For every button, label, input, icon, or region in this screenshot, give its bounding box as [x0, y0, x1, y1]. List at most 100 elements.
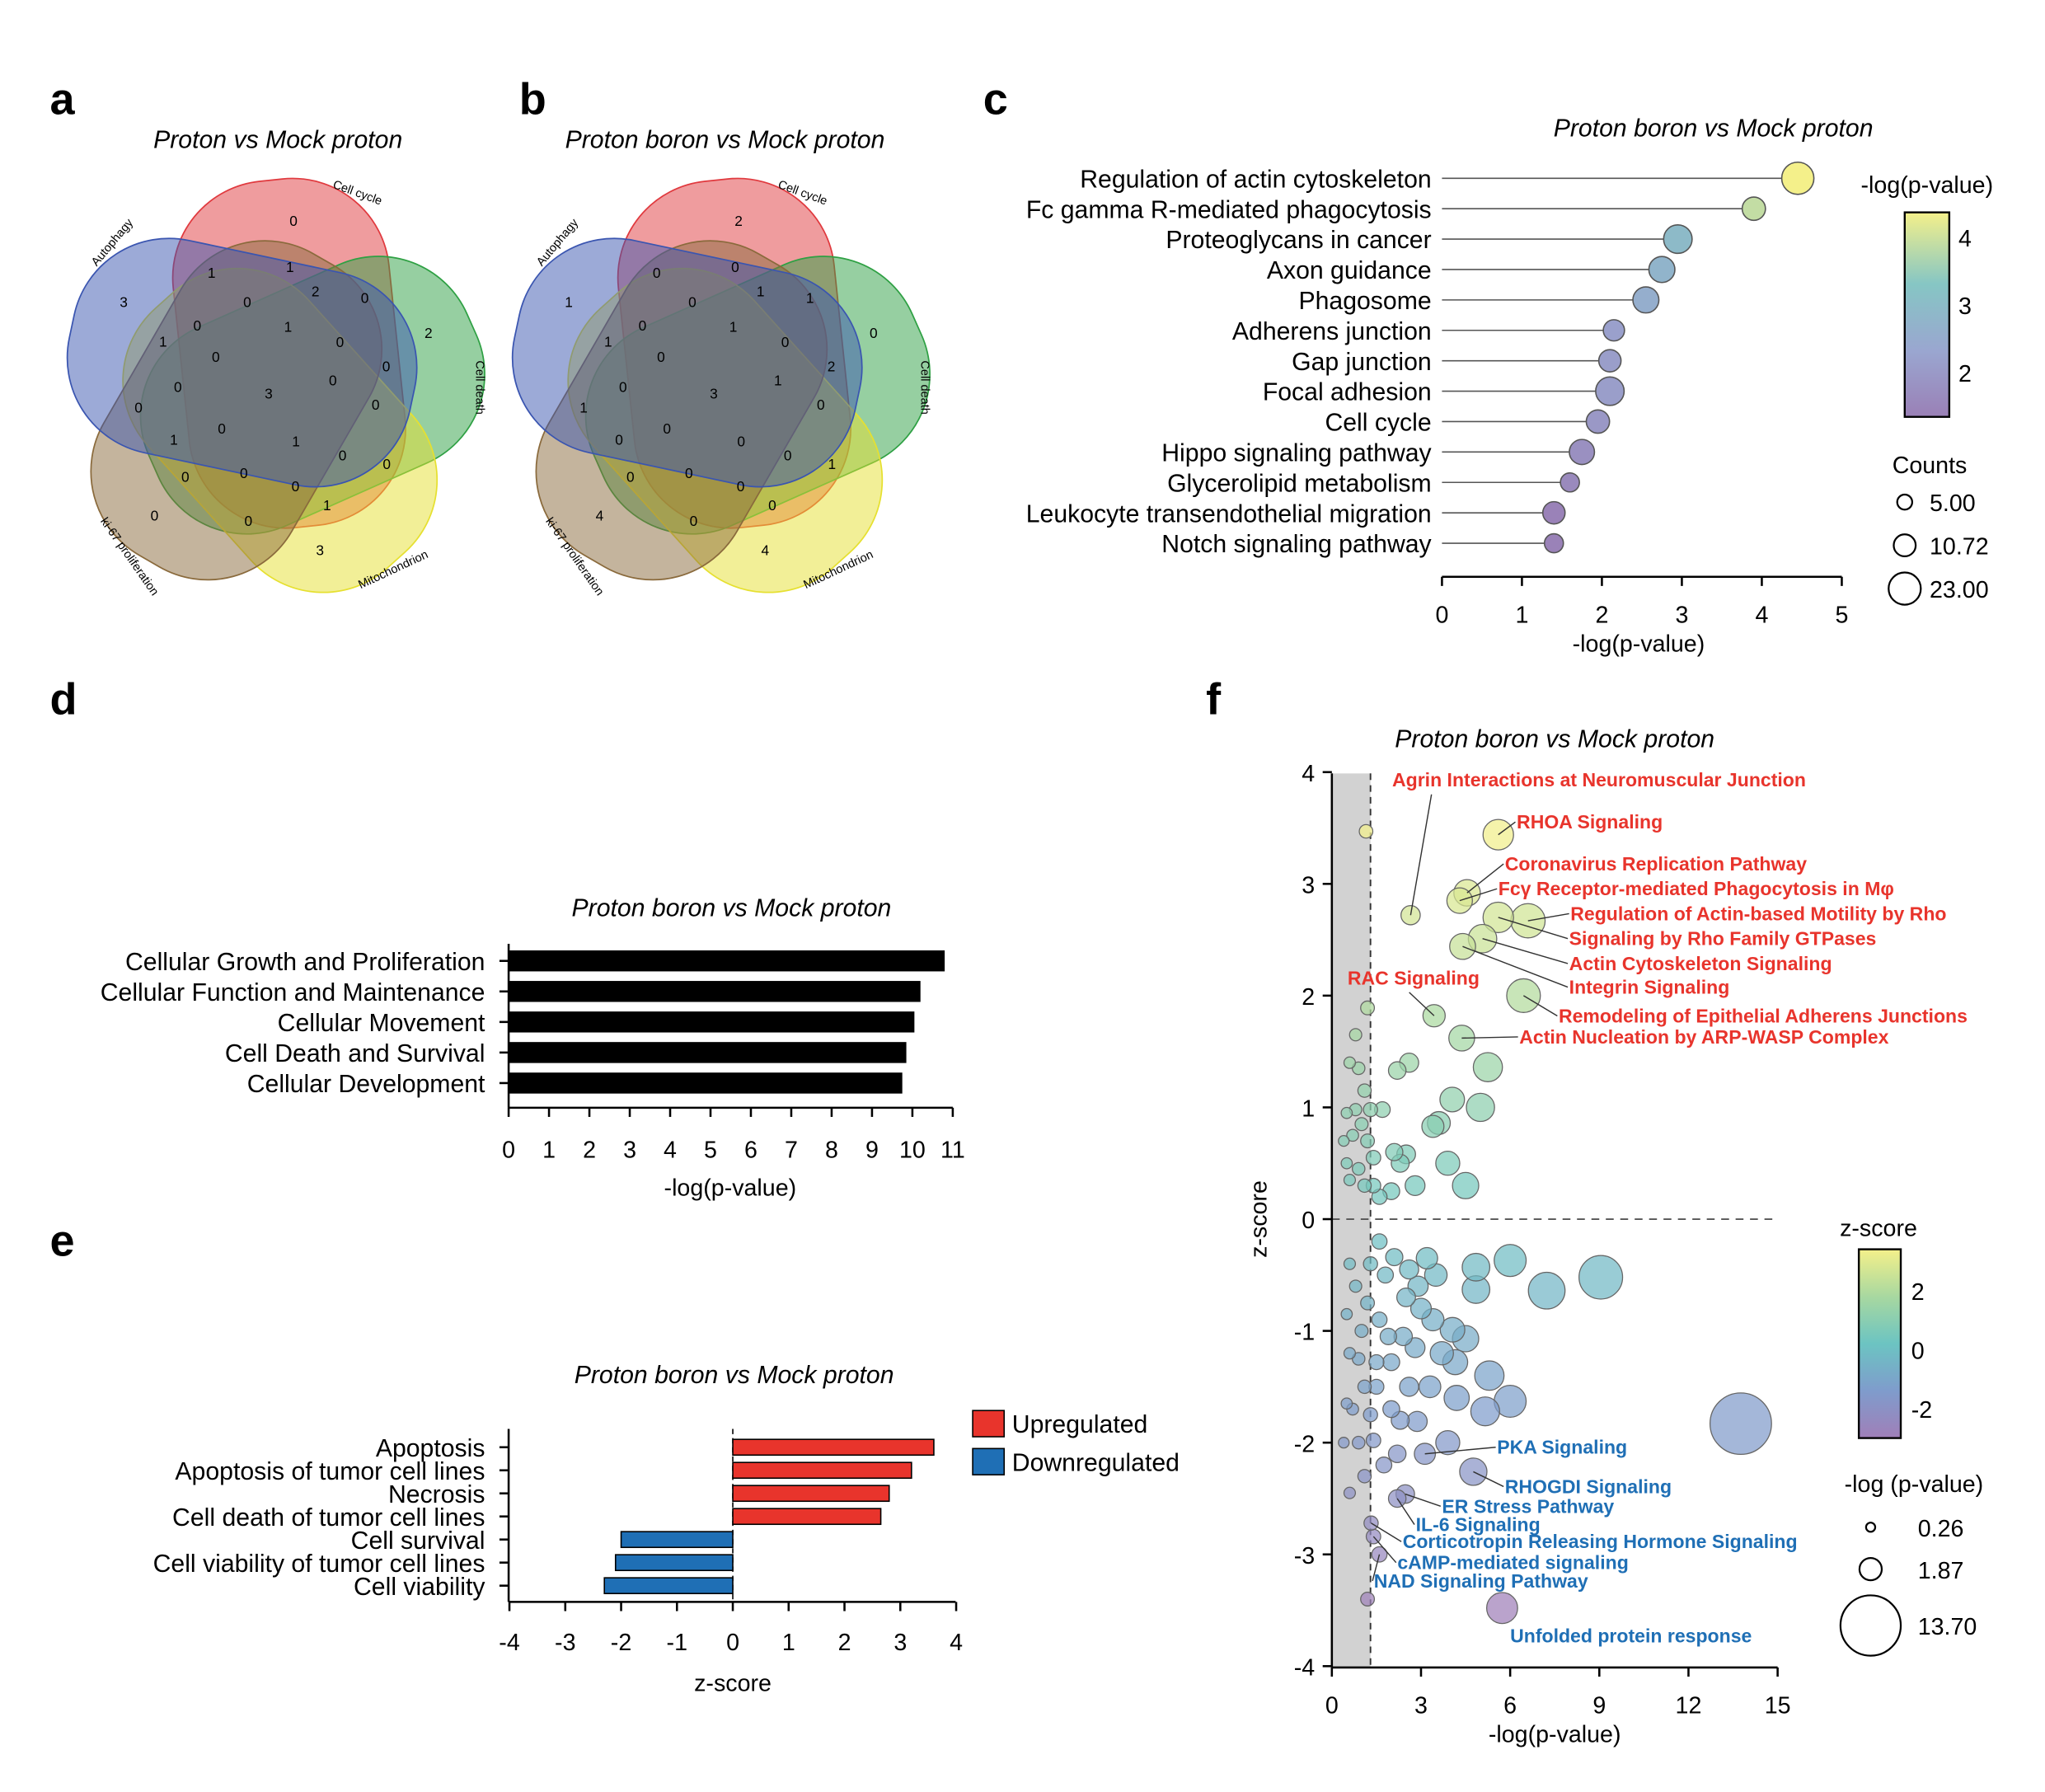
data-point [1443, 1385, 1470, 1411]
data-point [1379, 1327, 1397, 1345]
venn-count: 1 [565, 293, 573, 310]
category-label: Apoptosis [376, 1435, 485, 1462]
chart-d-title: Proton boron vs Mock proton [572, 895, 892, 922]
point-label: Fcγ Receptor-mediated Phagocytosis in Mφ [1499, 878, 1894, 899]
labeled-data-point [1485, 1592, 1518, 1625]
x-tick-label: 4 [950, 1630, 963, 1656]
venn-count: 1 [604, 333, 612, 349]
bar [732, 1485, 890, 1503]
x-tick-label: -2 [611, 1630, 631, 1656]
colorbar-tick-label: 0 [1911, 1338, 1925, 1364]
x-tick-label: 15 [1765, 1693, 1791, 1719]
venn-count: 0 [382, 358, 391, 374]
venn-count: 0 [768, 497, 776, 514]
bar [732, 1438, 935, 1457]
legend-swatch-upregulated [972, 1410, 1006, 1438]
data-point [1569, 439, 1596, 466]
category-label: Cellular Development [247, 1071, 485, 1098]
data-point [1343, 1257, 1357, 1270]
point-label: RAC Signaling [1348, 967, 1480, 988]
data-point [1439, 1086, 1466, 1113]
data-point [1382, 1353, 1400, 1372]
x-tick-label: 8 [825, 1137, 838, 1163]
venn-count: 0 [639, 317, 647, 334]
data-point [1597, 349, 1622, 373]
leader-line [1372, 1554, 1381, 1582]
x-tick-label: 1 [542, 1137, 556, 1163]
leader-line [1396, 1498, 1415, 1525]
data-point [1358, 823, 1374, 839]
size-legend-circle [1888, 571, 1922, 606]
venn-count: 0 [218, 420, 226, 437]
leader-line [1462, 945, 1569, 988]
data-point [1585, 409, 1611, 434]
leader-line [1409, 992, 1435, 1016]
category-label: Cellular Movement [278, 1010, 485, 1037]
point-label: Corticotropin Releasing Hormone Signalin… [1403, 1531, 1798, 1552]
data-point [1543, 532, 1564, 554]
data-point [1470, 1396, 1500, 1427]
legend-swatch-downregulated [972, 1447, 1006, 1475]
data-point [1357, 1379, 1372, 1395]
venn-set-label: Cell death [918, 360, 931, 414]
data-point [1365, 1433, 1381, 1448]
category-label: Gap junction [1292, 349, 1432, 376]
data-point [1375, 1457, 1393, 1474]
point-label: Signaling by Rho Family GTPases [1569, 928, 1877, 950]
venn-count: 3 [265, 385, 273, 401]
chart-e-xlabel: z-score [694, 1671, 772, 1697]
venn-count: 4 [596, 507, 604, 523]
point-label: Unfolded protein response [1510, 1625, 1752, 1647]
bar [732, 1461, 912, 1480]
data-point [1343, 1347, 1357, 1360]
x-tick-label: 6 [1503, 1693, 1517, 1719]
x-tick-label: 0 [1435, 602, 1448, 628]
panel-label-b: b [519, 74, 546, 124]
x-tick-label: 4 [664, 1137, 677, 1163]
data-point [1741, 196, 1766, 222]
venn-set-autophagy [66, 237, 418, 488]
category-label: Hippo signaling pathway [1161, 439, 1432, 467]
leader-line [1473, 1471, 1504, 1488]
venn-count: 4 [761, 542, 769, 559]
panel-label-d: d [49, 675, 77, 725]
legend-upregulated: Upregulated [1012, 1411, 1148, 1438]
venn-count: 0 [243, 293, 251, 310]
data-point [1435, 1429, 1461, 1456]
size-legend-circle [1893, 533, 1917, 558]
venn-count: 1 [286, 259, 294, 275]
bar [509, 1072, 903, 1094]
x-tick-label: 10 [899, 1137, 926, 1163]
colorbar-tick-label: 3 [1958, 293, 1972, 320]
category-label: Cell viability of tumor cell lines [153, 1550, 485, 1578]
chart-c-colorbar-title: -log(p-value) [1861, 172, 1994, 199]
venn-count: 1 [828, 456, 836, 472]
bar [509, 950, 945, 972]
venn-count: 0 [151, 507, 159, 523]
data-point [1340, 1156, 1353, 1170]
venn-count: 0 [615, 431, 623, 448]
category-label: Cellular Function and Maintenance [101, 979, 485, 1006]
data-point [1421, 1114, 1445, 1138]
panel-label-f: f [1206, 675, 1222, 725]
data-point [1406, 1410, 1428, 1433]
venn-count: 0 [372, 396, 380, 413]
data-point [1709, 1392, 1772, 1456]
panel-label-a: a [49, 74, 75, 124]
x-tick-label: 12 [1676, 1693, 1702, 1719]
data-point [1452, 1171, 1480, 1199]
data-point [1363, 1101, 1378, 1118]
venn-a-title: Proton vs Mock proton [153, 127, 402, 154]
venn-count: 0 [690, 513, 698, 529]
leader-line [1459, 888, 1498, 902]
venn-count: 2 [828, 358, 836, 374]
data-point [1429, 1340, 1454, 1366]
data-point [1382, 1400, 1400, 1419]
venn-count: 2 [734, 213, 743, 229]
venn-set-label: Cell death [473, 360, 486, 414]
data-point [1343, 1056, 1357, 1069]
bar [732, 1508, 882, 1526]
x-tick-label: 0 [502, 1137, 515, 1163]
data-point [1338, 1437, 1350, 1449]
data-point [1387, 1444, 1407, 1464]
